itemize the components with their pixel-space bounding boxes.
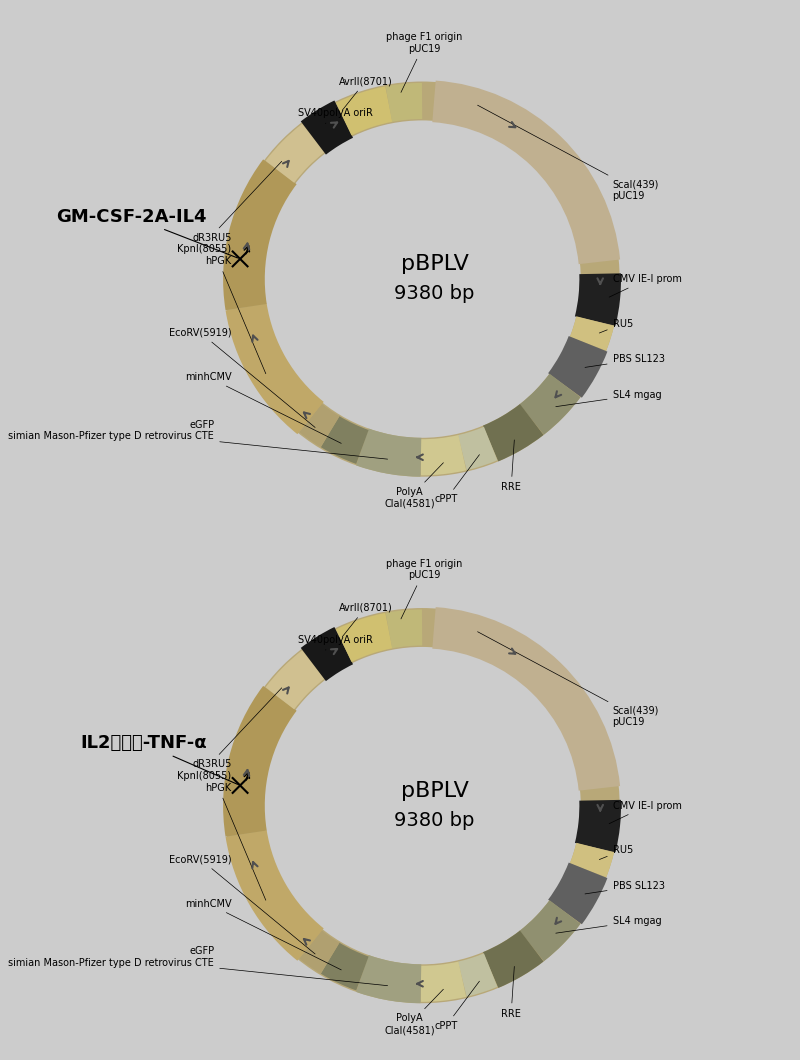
Text: 9380 bp: 9380 bp: [394, 284, 474, 303]
Text: AvrII(8701): AvrII(8701): [338, 603, 392, 637]
Text: RU5: RU5: [599, 319, 633, 333]
Text: eGFP
simian Mason-Pfizer type D retrovirus CTE: eGFP simian Mason-Pfizer type D retrovir…: [9, 420, 387, 459]
Text: hPGK: hPGK: [206, 257, 266, 374]
Text: dR3RU5
KpnI(8055): dR3RU5 KpnI(8055): [178, 688, 282, 781]
Text: AvrII(8701): AvrII(8701): [338, 76, 392, 110]
Text: pBPLV: pBPLV: [401, 781, 468, 800]
Text: SV40polyA oriR: SV40polyA oriR: [298, 108, 373, 124]
Text: SV40polyA oriR: SV40polyA oriR: [298, 635, 373, 650]
Text: phage F1 origin
pUC19: phage F1 origin pUC19: [386, 559, 462, 619]
Text: cPPT: cPPT: [434, 455, 479, 505]
Text: RU5: RU5: [599, 845, 633, 860]
Text: EcoRV(5919): EcoRV(5919): [169, 328, 315, 427]
Text: minhCMV: minhCMV: [185, 372, 342, 443]
Text: SL4 mgag: SL4 mgag: [556, 390, 662, 407]
Text: IL2信号肽-TNF-α: IL2信号肽-TNF-α: [80, 735, 238, 784]
Text: cPPT: cPPT: [434, 982, 479, 1031]
Text: RRE: RRE: [502, 440, 521, 492]
Text: eGFP
simian Mason-Pfizer type D retrovirus CTE: eGFP simian Mason-Pfizer type D retrovir…: [9, 947, 387, 986]
Text: GM-CSF-2A-IL4: GM-CSF-2A-IL4: [56, 208, 238, 258]
Text: PBS SL123: PBS SL123: [585, 354, 665, 368]
Text: PolyA
ClaI(4581): PolyA ClaI(4581): [384, 989, 443, 1035]
Text: SL4 mgag: SL4 mgag: [556, 917, 662, 933]
Text: CMV IE-I prom: CMV IE-I prom: [609, 800, 682, 824]
Text: PBS SL123: PBS SL123: [585, 881, 665, 894]
Text: RRE: RRE: [502, 967, 521, 1019]
Text: pBPLV: pBPLV: [401, 254, 468, 275]
Text: phage F1 origin
pUC19: phage F1 origin pUC19: [386, 33, 462, 92]
Text: ScaI(439)
pUC19: ScaI(439) pUC19: [478, 105, 659, 200]
Text: ScaI(439)
pUC19: ScaI(439) pUC19: [478, 632, 659, 727]
Text: EcoRV(5919): EcoRV(5919): [169, 854, 315, 954]
Text: hPGK: hPGK: [206, 783, 266, 900]
Text: 9380 bp: 9380 bp: [394, 811, 474, 830]
Text: CMV IE-I prom: CMV IE-I prom: [609, 275, 682, 297]
Text: minhCMV: minhCMV: [185, 899, 342, 970]
Text: dR3RU5
KpnI(8055): dR3RU5 KpnI(8055): [178, 161, 282, 254]
Text: PolyA
ClaI(4581): PolyA ClaI(4581): [384, 463, 443, 509]
